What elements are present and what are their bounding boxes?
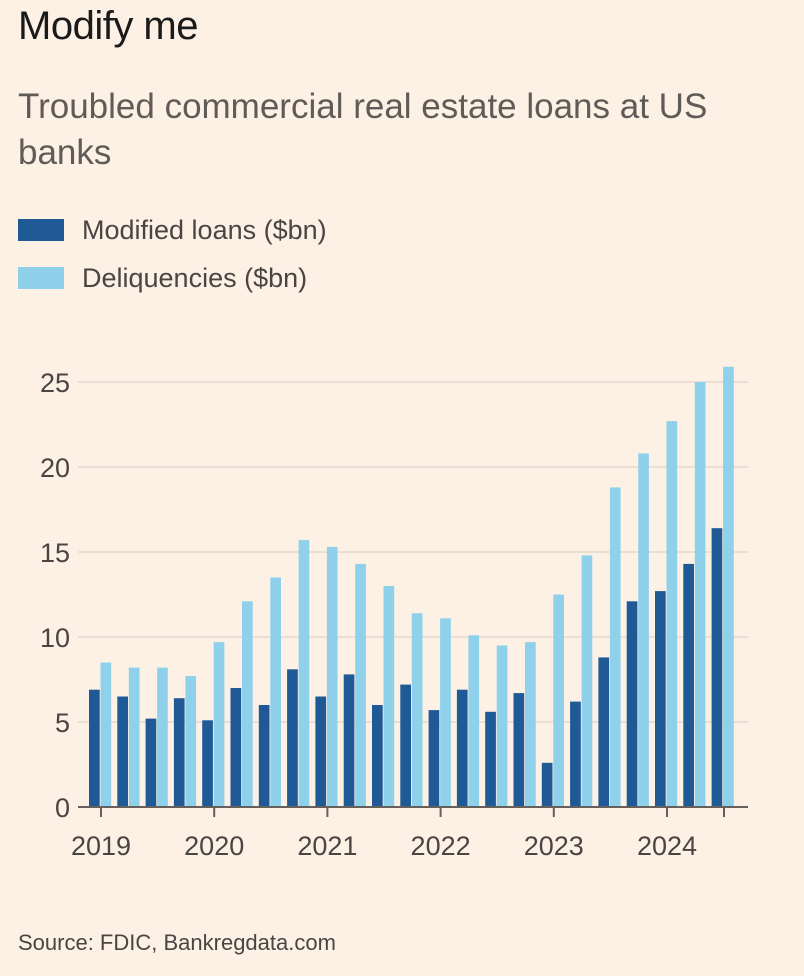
bar-delinquencies (496, 645, 508, 807)
x-tick-label: 2024 (637, 831, 697, 861)
y-tick-label: 10 (40, 623, 70, 653)
bar-modified (570, 701, 581, 807)
bar-modified (626, 601, 638, 807)
bar-modified (513, 693, 525, 807)
bar-modified (145, 718, 157, 807)
x-tick-label: 2022 (411, 831, 471, 861)
x-tick-label: 2023 (524, 831, 584, 861)
y-tick-label: 5 (55, 708, 70, 738)
bar-delinquencies (581, 555, 593, 807)
legend-label-modified: Modified loans ($bn) (82, 214, 327, 245)
bar-chart: 0 5 10 15 20 25 2019 2020 2021 2022 2023 2024 (40, 366, 748, 861)
bar-modified (372, 705, 383, 807)
bar-delinquencies (128, 667, 140, 807)
bar-modified (173, 698, 185, 807)
legend-label-delinquencies: Deliquencies ($bn) (82, 262, 308, 293)
y-tick-label: 15 (40, 538, 70, 568)
y-axis-labels: 0 5 10 15 20 25 (40, 368, 70, 823)
bar-delinquencies (525, 642, 536, 807)
bar-delinquencies (298, 540, 310, 807)
bar-delinquencies (638, 453, 649, 807)
bars (89, 366, 734, 807)
bar-modified (456, 689, 468, 807)
bar-modified (89, 689, 100, 807)
bar-modified (541, 762, 553, 807)
bar-modified (287, 669, 298, 807)
bar-delinquencies (723, 366, 734, 807)
bar-delinquencies (100, 662, 112, 807)
legend-item-modified: Modified loans ($bn) (18, 206, 327, 254)
bar-modified (315, 696, 327, 807)
y-tick-label: 25 (40, 368, 70, 398)
bar-modified (400, 684, 411, 807)
bar-delinquencies (213, 642, 225, 807)
x-tick-label: 2021 (297, 831, 357, 861)
bar-delinquencies (440, 618, 451, 807)
bar-delinquencies (383, 586, 395, 807)
y-tick-label: 20 (40, 453, 70, 483)
chart-subtitle: Troubled commercial real estate loans at… (18, 87, 708, 172)
y-tick-label: 0 (55, 793, 70, 823)
bar-delinquencies (157, 667, 168, 807)
bar-modified (258, 705, 270, 807)
bar-delinquencies (242, 601, 253, 807)
x-tick-label: 2020 (184, 831, 244, 861)
legend-swatch-delinquencies (18, 267, 64, 289)
bar-modified (598, 657, 610, 807)
bar-delinquencies (355, 563, 366, 807)
bar-modified (117, 696, 128, 807)
bar-delinquencies (270, 577, 281, 807)
legend-swatch-modified (18, 219, 64, 241)
bar-delinquencies (609, 487, 621, 807)
bar-delinquencies (326, 546, 338, 807)
x-axis: 2019 2020 2021 2022 2023 2024 (71, 806, 748, 861)
bar-delinquencies (666, 421, 678, 807)
chart-title: Modify me (18, 4, 199, 48)
bar-modified (711, 528, 723, 807)
bar-delinquencies (185, 676, 197, 807)
bar-modified (655, 591, 666, 807)
bar-modified (683, 563, 694, 807)
bar-delinquencies (694, 382, 706, 807)
bar-modified (343, 674, 355, 807)
bar-delinquencies (553, 594, 564, 807)
bar-modified (202, 720, 213, 807)
x-tick-label: 2019 (71, 831, 131, 861)
bar-modified (428, 710, 440, 807)
source-note: Source: FDIC, Bankregdata.com (18, 930, 336, 955)
bar-delinquencies (468, 635, 480, 807)
legend: Modified loans ($bn) Deliquencies ($bn) (18, 206, 327, 302)
bar-delinquencies (411, 613, 423, 807)
legend-item-delinquencies: Deliquencies ($bn) (18, 254, 327, 302)
bar-modified (485, 711, 496, 807)
bar-modified (230, 688, 242, 807)
